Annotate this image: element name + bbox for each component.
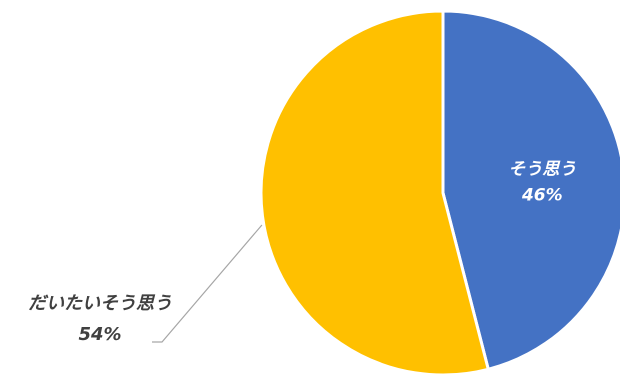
leader-lines [152,224,263,343]
pie-slice-2 [259,9,490,374]
leader-line-2 [152,224,263,343]
slice-labels: そう思う 46% だいたいそう思う 54% [28,159,576,345]
slice-value-2: 54% [78,324,121,345]
pie-slice-1 [441,9,620,371]
pie-slices [259,9,620,374]
slice-label-1: そう思う [508,159,576,179]
slice-label-2: だいたいそう思う [28,293,172,314]
slice-value-1: 46% [521,185,563,205]
